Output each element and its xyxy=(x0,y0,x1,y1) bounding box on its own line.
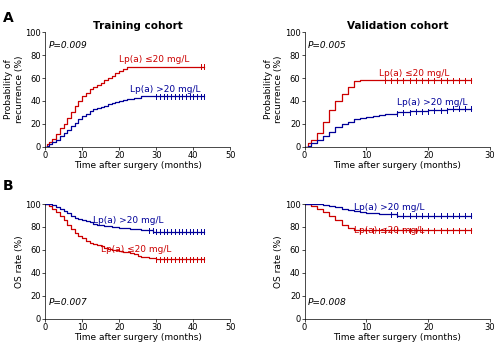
Y-axis label: Probability of
recurrence (%): Probability of recurrence (%) xyxy=(4,56,24,123)
Text: Lp(a) >20 mg/L: Lp(a) >20 mg/L xyxy=(130,85,201,94)
X-axis label: Time after surgery (months): Time after surgery (months) xyxy=(334,333,461,342)
Text: Lp(a) >20 mg/L: Lp(a) >20 mg/L xyxy=(354,203,424,212)
Text: Lp(a) ≤20 mg/L: Lp(a) ≤20 mg/L xyxy=(119,55,190,64)
Text: P=0.008: P=0.008 xyxy=(308,298,346,307)
Text: Lp(a) ≤20 mg/L: Lp(a) ≤20 mg/L xyxy=(379,69,449,78)
Text: P=0.007: P=0.007 xyxy=(48,298,88,307)
X-axis label: Time after surgery (months): Time after surgery (months) xyxy=(74,333,202,342)
Text: Lp(a) >20 mg/L: Lp(a) >20 mg/L xyxy=(93,216,164,225)
Text: A: A xyxy=(2,11,13,25)
X-axis label: Time after surgery (months): Time after surgery (months) xyxy=(334,161,461,170)
Text: P=0.005: P=0.005 xyxy=(308,42,346,50)
Y-axis label: Probability of
recurrence (%): Probability of recurrence (%) xyxy=(264,56,283,123)
Text: Lp(a) ≤20 mg/L: Lp(a) ≤20 mg/L xyxy=(100,246,171,255)
Text: Lp(a) >20 mg/L: Lp(a) >20 mg/L xyxy=(398,98,468,107)
Title: Training cohort: Training cohort xyxy=(93,21,182,32)
Text: Lp(a) ≤20 mg/L: Lp(a) ≤20 mg/L xyxy=(354,226,424,235)
Title: Validation cohort: Validation cohort xyxy=(346,21,448,32)
Text: B: B xyxy=(2,179,13,193)
X-axis label: Time after surgery (months): Time after surgery (months) xyxy=(74,161,202,170)
Y-axis label: OS rate (%): OS rate (%) xyxy=(274,235,283,287)
Y-axis label: OS rate (%): OS rate (%) xyxy=(14,235,24,287)
Text: P=0.009: P=0.009 xyxy=(48,42,88,50)
